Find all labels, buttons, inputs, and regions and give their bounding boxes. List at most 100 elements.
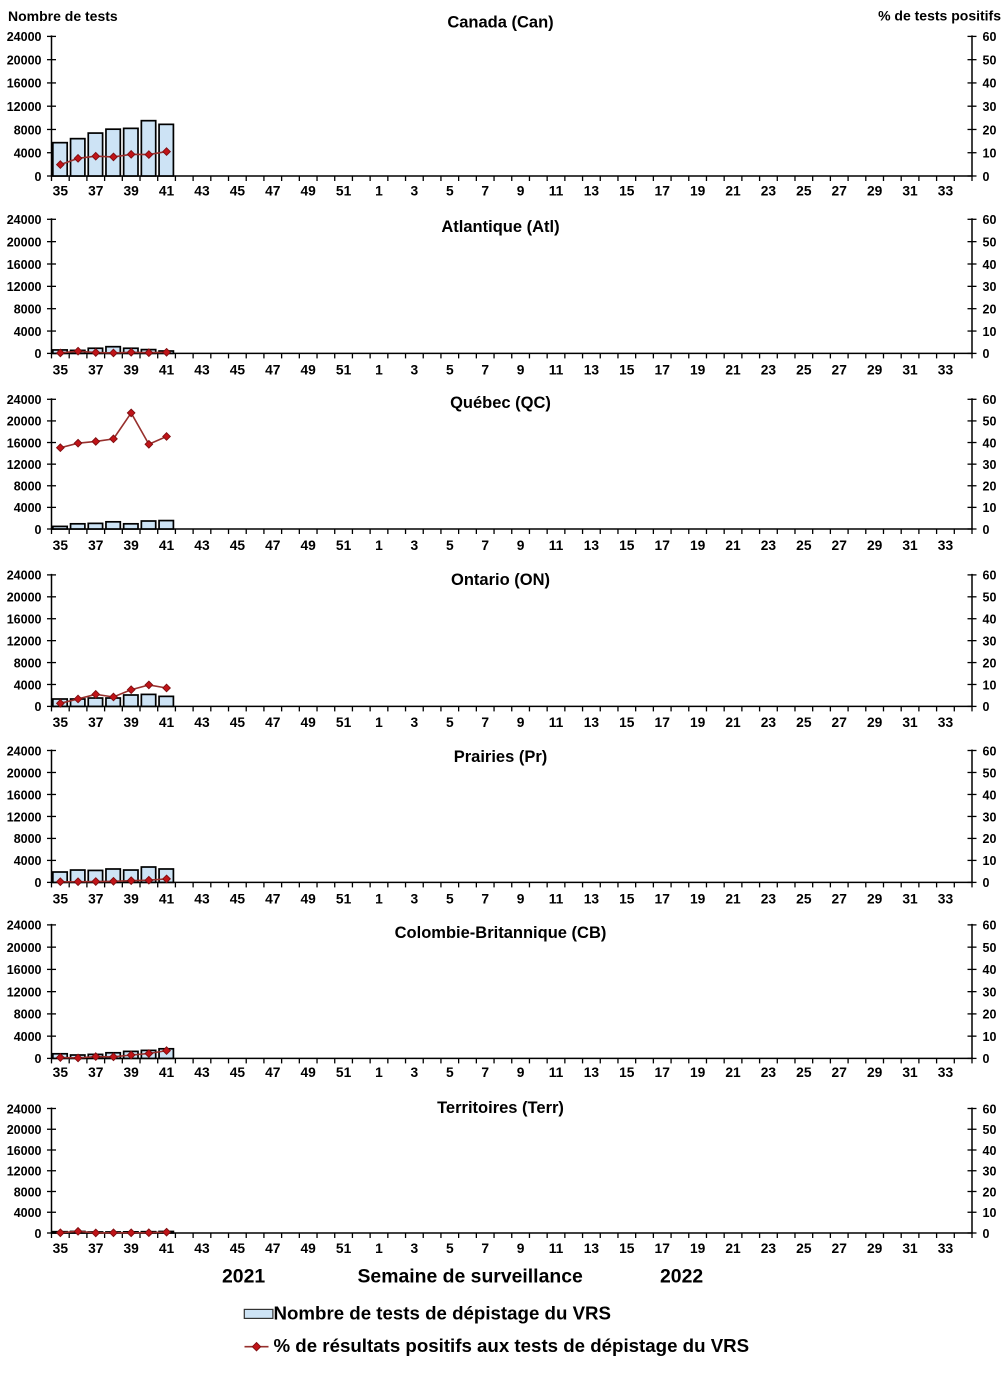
- svg-text:5: 5: [446, 1241, 454, 1256]
- svg-text:20000: 20000: [7, 591, 42, 605]
- svg-text:13: 13: [584, 891, 600, 906]
- svg-text:15: 15: [619, 1065, 635, 1080]
- svg-text:8000: 8000: [14, 656, 42, 670]
- svg-text:20: 20: [983, 656, 997, 670]
- svg-text:35: 35: [53, 184, 69, 199]
- svg-text:4000: 4000: [14, 1206, 42, 1220]
- svg-text:9: 9: [517, 184, 525, 199]
- svg-text:15: 15: [619, 715, 635, 730]
- svg-text:4000: 4000: [14, 1030, 42, 1044]
- svg-text:23: 23: [761, 1065, 777, 1080]
- svg-text:12000: 12000: [7, 634, 42, 648]
- svg-text:20: 20: [983, 1185, 997, 1199]
- svg-text:40: 40: [983, 258, 997, 272]
- svg-text:41: 41: [159, 1241, 175, 1256]
- svg-text:45: 45: [230, 538, 246, 553]
- svg-text:35: 35: [53, 1065, 69, 1080]
- svg-text:13: 13: [584, 184, 600, 199]
- svg-text:20: 20: [983, 303, 997, 317]
- svg-text:39: 39: [123, 362, 139, 377]
- svg-text:20: 20: [983, 480, 997, 494]
- svg-text:10: 10: [983, 147, 997, 161]
- svg-text:10: 10: [983, 854, 997, 868]
- svg-text:43: 43: [194, 362, 210, 377]
- svg-text:1: 1: [375, 184, 383, 199]
- svg-text:29: 29: [867, 891, 883, 906]
- svg-text:27: 27: [832, 1065, 848, 1080]
- svg-text:0: 0: [983, 170, 990, 184]
- svg-text:33: 33: [938, 891, 954, 906]
- svg-text:16000: 16000: [7, 77, 42, 91]
- svg-text:39: 39: [123, 1065, 139, 1080]
- svg-text:17: 17: [655, 1241, 671, 1256]
- svg-text:0: 0: [983, 700, 990, 714]
- svg-text:4000: 4000: [14, 678, 42, 692]
- svg-text:23: 23: [761, 891, 777, 906]
- svg-text:7: 7: [481, 362, 489, 377]
- svg-text:31: 31: [902, 1065, 918, 1080]
- svg-text:41: 41: [159, 362, 175, 377]
- svg-text:33: 33: [938, 538, 954, 553]
- svg-text:49: 49: [301, 1241, 317, 1256]
- svg-text:1: 1: [375, 538, 383, 553]
- svg-text:12000: 12000: [7, 458, 42, 472]
- svg-text:49: 49: [301, 715, 317, 730]
- svg-text:47: 47: [265, 1065, 281, 1080]
- svg-text:27: 27: [832, 362, 848, 377]
- svg-text:25: 25: [796, 715, 812, 730]
- svg-text:41: 41: [159, 538, 175, 553]
- svg-text:Semaine de surveillance: Semaine de surveillance: [358, 1266, 583, 1288]
- svg-text:9: 9: [517, 1241, 525, 1256]
- svg-text:43: 43: [194, 1241, 210, 1256]
- svg-text:17: 17: [655, 1065, 671, 1080]
- svg-text:40: 40: [983, 613, 997, 627]
- svg-text:9: 9: [517, 715, 525, 730]
- svg-text:50: 50: [983, 53, 997, 67]
- svg-text:49: 49: [301, 362, 317, 377]
- svg-text:Nombre de tests de dépistage d: Nombre de tests de dépistage du VRS: [274, 1302, 612, 1323]
- svg-text:5: 5: [446, 891, 454, 906]
- svg-text:10: 10: [983, 1206, 997, 1220]
- svg-text:0: 0: [983, 1227, 990, 1241]
- svg-text:11: 11: [549, 1241, 564, 1256]
- svg-text:11: 11: [549, 1065, 564, 1080]
- svg-text:Colombie-Britannique (CB): Colombie-Britannique (CB): [395, 924, 607, 942]
- svg-text:29: 29: [867, 715, 883, 730]
- svg-text:5: 5: [446, 362, 454, 377]
- svg-text:30: 30: [983, 985, 997, 999]
- svg-text:33: 33: [938, 184, 954, 199]
- svg-text:21: 21: [725, 1241, 741, 1256]
- svg-text:43: 43: [194, 715, 210, 730]
- svg-text:39: 39: [123, 538, 139, 553]
- svg-text:37: 37: [88, 891, 104, 906]
- svg-text:49: 49: [301, 1065, 317, 1080]
- svg-text:30: 30: [983, 458, 997, 472]
- svg-text:30: 30: [983, 280, 997, 294]
- svg-text:7: 7: [481, 1241, 489, 1256]
- svg-text:60: 60: [983, 744, 997, 758]
- svg-text:Ontario (ON): Ontario (ON): [451, 571, 550, 589]
- svg-text:20000: 20000: [7, 53, 42, 67]
- svg-text:45: 45: [230, 184, 246, 199]
- svg-text:1: 1: [375, 362, 383, 377]
- svg-text:50: 50: [983, 415, 997, 429]
- svg-text:43: 43: [194, 1065, 210, 1080]
- svg-text:17: 17: [655, 715, 671, 730]
- svg-text:20: 20: [983, 123, 997, 137]
- svg-text:10: 10: [983, 501, 997, 515]
- svg-text:20000: 20000: [7, 1123, 42, 1137]
- svg-text:13: 13: [584, 538, 600, 553]
- svg-text:45: 45: [230, 715, 246, 730]
- svg-text:20000: 20000: [7, 766, 42, 780]
- svg-text:51: 51: [336, 1241, 352, 1256]
- svg-text:24000: 24000: [7, 213, 42, 227]
- svg-text:41: 41: [159, 1065, 175, 1080]
- svg-text:0: 0: [35, 347, 42, 361]
- svg-text:7: 7: [481, 1065, 489, 1080]
- svg-text:Québec (QC): Québec (QC): [450, 394, 551, 412]
- svg-text:13: 13: [584, 1065, 600, 1080]
- svg-text:29: 29: [867, 184, 883, 199]
- svg-text:51: 51: [336, 362, 352, 377]
- svg-text:23: 23: [761, 1241, 777, 1256]
- svg-text:0: 0: [35, 876, 42, 890]
